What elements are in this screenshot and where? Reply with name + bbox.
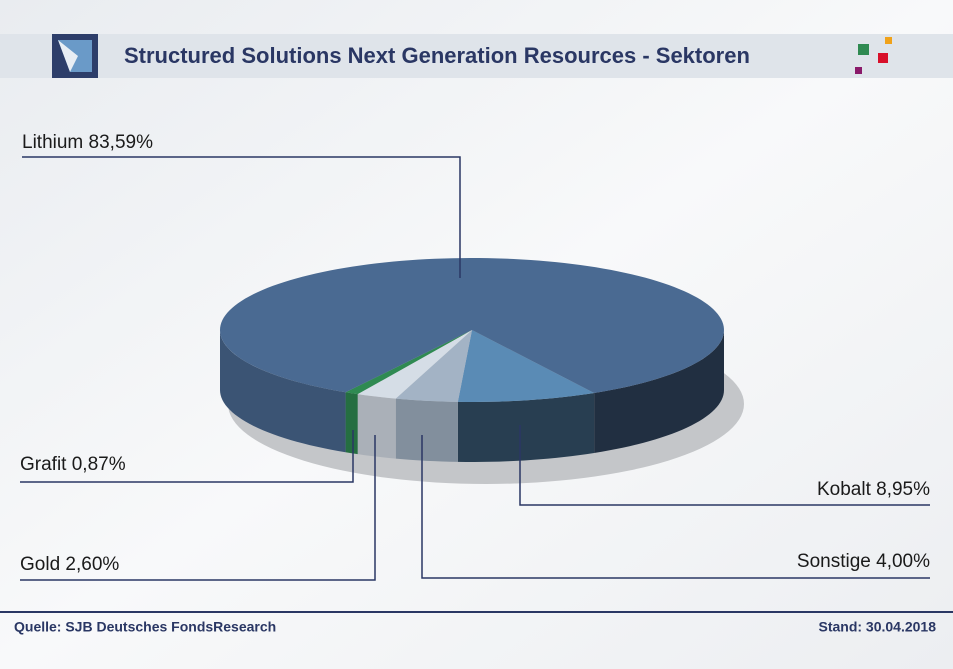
leader-line bbox=[20, 435, 376, 581]
leader-line bbox=[519, 425, 930, 506]
brand-logo bbox=[855, 37, 892, 74]
value-label: 2,60% bbox=[65, 554, 119, 575]
chart-title: Structured Solutions Next Generation Res… bbox=[124, 43, 750, 68]
slice-label: Sonstige 4,00% bbox=[797, 551, 930, 572]
pie-slice bbox=[457, 330, 595, 402]
header-band bbox=[0, 34, 953, 78]
category-label: Sonstige bbox=[797, 551, 871, 572]
source: Quelle: SJB Deutsches FondsResearch bbox=[14, 619, 276, 635]
value-label: 0,87% bbox=[72, 454, 126, 475]
pie-side bbox=[357, 394, 396, 459]
pie-slice bbox=[357, 330, 472, 399]
slice-label: Kobalt 8,95% bbox=[817, 479, 930, 500]
pie-side bbox=[457, 392, 595, 462]
value-label: 4,00% bbox=[876, 551, 930, 572]
category-label: Gold bbox=[20, 554, 60, 575]
value-label: 8,95% bbox=[876, 479, 930, 500]
slice-label: Gold 2,60% bbox=[20, 554, 119, 575]
pie-side bbox=[345, 392, 358, 455]
pie-slice bbox=[345, 330, 472, 395]
slice-label: Grafit 0,87% bbox=[20, 454, 126, 475]
value-label: 83,59% bbox=[89, 132, 154, 153]
pie-side bbox=[594, 330, 724, 453]
category-label: Lithium bbox=[22, 132, 83, 153]
leader-line bbox=[22, 156, 461, 278]
header-icon bbox=[52, 34, 98, 78]
date: Stand: 30.04.2018 bbox=[818, 619, 936, 635]
category-label: Grafit bbox=[20, 454, 67, 475]
pie-slice bbox=[395, 330, 472, 402]
leader-line bbox=[20, 430, 354, 483]
pie-slice bbox=[220, 258, 724, 393]
slice-label: Lithium 83,59% bbox=[22, 132, 153, 153]
pie-side bbox=[220, 330, 346, 453]
pie-side bbox=[395, 398, 458, 462]
category-label: Kobalt bbox=[817, 479, 872, 500]
leader-line bbox=[421, 435, 930, 579]
